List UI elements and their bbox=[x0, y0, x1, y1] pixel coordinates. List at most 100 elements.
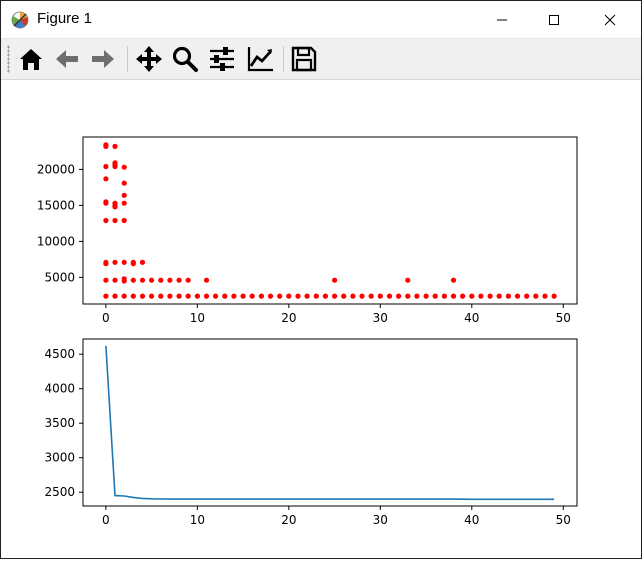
scatter-axes: 0 10 20 30 40 50 5000 10000 15000 20000 bbox=[37, 136, 578, 325]
scatter-point bbox=[103, 217, 109, 224]
y-tick: 4500 bbox=[44, 347, 83, 361]
scatter-point bbox=[359, 293, 365, 299]
scatter-point bbox=[414, 293, 420, 299]
x-tick: 30 bbox=[373, 506, 388, 527]
scatter-point bbox=[121, 180, 127, 186]
x-tick-label: 50 bbox=[556, 513, 571, 527]
x-tick-label: 10 bbox=[190, 513, 205, 527]
scatter-point bbox=[203, 293, 210, 299]
y-tick-label: 3500 bbox=[44, 416, 75, 430]
x-tick-label: 20 bbox=[281, 513, 296, 527]
y-tick-label: 10000 bbox=[37, 234, 75, 248]
scatter-point bbox=[176, 277, 182, 283]
minimize-button[interactable] bbox=[479, 1, 525, 38]
zoom-button[interactable] bbox=[169, 43, 201, 75]
scatter-point bbox=[121, 217, 127, 224]
window-title: Figure 1 bbox=[37, 10, 93, 27]
scatter-point bbox=[121, 293, 127, 299]
scatter-point bbox=[368, 293, 374, 299]
scatter-point bbox=[103, 163, 109, 170]
subplots-button[interactable] bbox=[206, 43, 238, 75]
save-button[interactable] bbox=[288, 43, 320, 75]
scatter-point bbox=[103, 143, 109, 149]
x-tick: 20 bbox=[281, 506, 296, 527]
scatter-point bbox=[487, 293, 493, 299]
scatter-point bbox=[377, 293, 383, 299]
toolbar-grip bbox=[7, 45, 10, 73]
scatter-point bbox=[103, 277, 109, 283]
scatter-point bbox=[139, 293, 146, 299]
x-tick-label: 10 bbox=[190, 311, 205, 325]
x-tick: 40 bbox=[464, 506, 479, 527]
scatter-point bbox=[213, 293, 219, 299]
scatter-point bbox=[551, 293, 557, 299]
customize-button[interactable] bbox=[244, 43, 276, 75]
y-tick-label: 4500 bbox=[44, 347, 75, 361]
figure-canvas[interactable]: 0 10 20 30 40 50 5000 10000 15000 20000 0 10 20 30 40… bbox=[1, 80, 641, 558]
x-tick-label: 40 bbox=[464, 311, 479, 325]
forward-button[interactable] bbox=[87, 43, 119, 75]
minimize-icon bbox=[497, 19, 507, 21]
scatter-point bbox=[332, 293, 338, 299]
scatter-point bbox=[432, 293, 438, 299]
figure-plot-area: 0 10 20 30 40 50 5000 10000 15000 20000 0 10 20 30 40… bbox=[37, 136, 578, 527]
close-button[interactable] bbox=[587, 1, 633, 38]
x-tick: 10 bbox=[190, 506, 205, 527]
scatter-point bbox=[203, 277, 210, 283]
scatter-point bbox=[121, 259, 127, 265]
scatter-point bbox=[112, 163, 118, 170]
scatter-point bbox=[267, 293, 274, 299]
y-tick: 15000 bbox=[37, 198, 83, 212]
title-bar[interactable]: Figure 1 bbox=[1, 1, 641, 39]
y-tick: 5000 bbox=[44, 270, 83, 284]
save-icon bbox=[291, 46, 317, 72]
x-tick: 50 bbox=[556, 506, 571, 527]
scatter-point bbox=[103, 293, 109, 299]
pan-button[interactable] bbox=[133, 43, 165, 75]
pan-icon bbox=[136, 46, 162, 72]
scatter-point bbox=[130, 293, 136, 299]
x-tick-label: 20 bbox=[281, 311, 296, 325]
scatter-point bbox=[441, 293, 447, 299]
scatter-point bbox=[112, 259, 118, 265]
scatter-point bbox=[103, 176, 109, 182]
x-tick-label: 50 bbox=[556, 311, 571, 325]
scatter-point bbox=[176, 293, 182, 299]
y-tick-label: 15000 bbox=[37, 198, 75, 212]
scatter-point bbox=[405, 277, 411, 283]
scatter-point bbox=[332, 277, 338, 283]
scatter-point bbox=[542, 293, 548, 299]
scatter-point bbox=[249, 293, 255, 299]
scatter-point bbox=[405, 293, 411, 299]
zoom-icon bbox=[172, 46, 198, 72]
y-tick: 3500 bbox=[44, 416, 83, 430]
scatter-point bbox=[514, 293, 521, 299]
scatter-point bbox=[478, 293, 484, 299]
scatter-point bbox=[240, 293, 246, 299]
scatter-point bbox=[130, 277, 136, 283]
y-tick-label: 20000 bbox=[37, 162, 75, 176]
scatter-point bbox=[350, 293, 356, 299]
scatter-point bbox=[185, 293, 191, 299]
scatter-point bbox=[231, 293, 237, 299]
scatter-point bbox=[121, 278, 127, 284]
scatter-point bbox=[460, 293, 466, 299]
scatter-point bbox=[496, 293, 502, 299]
scatter-point bbox=[295, 293, 301, 299]
scatter-point bbox=[313, 293, 319, 299]
home-button[interactable] bbox=[15, 43, 47, 75]
line-axes: 0 10 20 30 40 50 2500 3000 3500 4000 4500 bbox=[44, 338, 578, 527]
maximize-button[interactable] bbox=[531, 1, 577, 38]
back-button[interactable] bbox=[51, 43, 83, 75]
series-line bbox=[105, 345, 555, 501]
x-tick-label: 0 bbox=[102, 311, 110, 325]
x-tick: 0 bbox=[102, 304, 110, 325]
scatter-point bbox=[121, 192, 127, 198]
scatter-point bbox=[185, 277, 191, 283]
scatter-point bbox=[167, 277, 173, 283]
scatter-point bbox=[286, 293, 292, 299]
back-icon bbox=[56, 50, 78, 68]
x-tick: 40 bbox=[464, 304, 479, 325]
scatter-point bbox=[149, 277, 155, 283]
